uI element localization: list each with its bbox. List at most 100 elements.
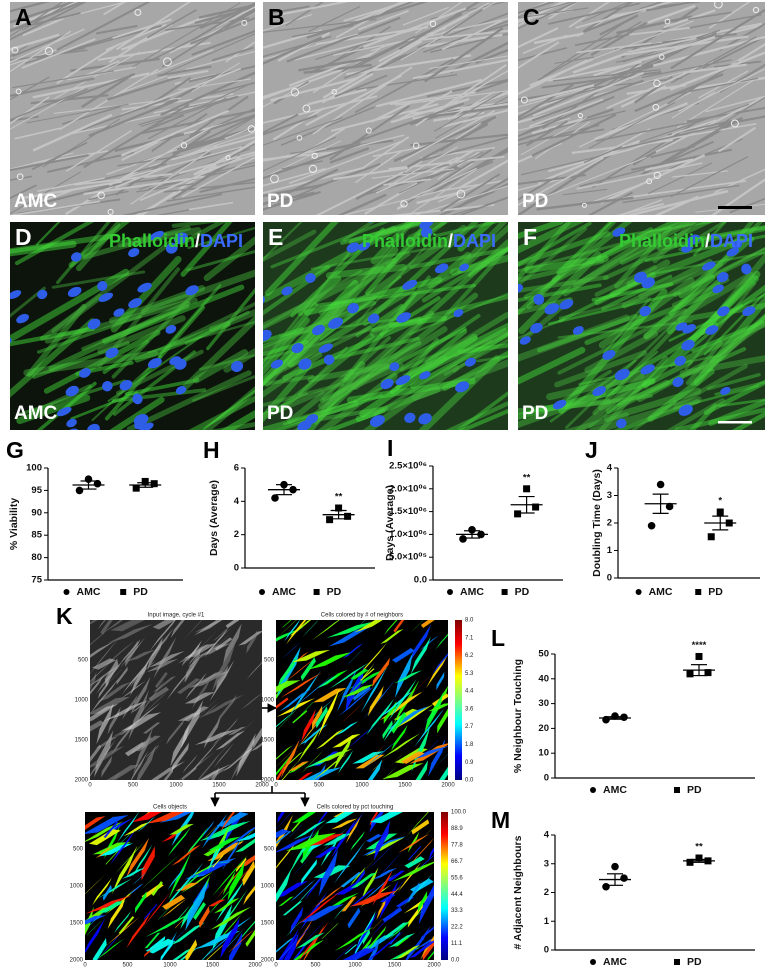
cell-segment [299,904,344,923]
cell-texture [88,190,129,201]
cell-segment [142,691,168,714]
actin-fiber [561,369,612,403]
actin-fiber [596,222,682,262]
segmentation-image [85,812,255,960]
cell-segment [428,703,448,712]
x-tick-label: 2000 [248,963,262,969]
actin-fiber [51,293,104,335]
data-point [602,882,610,891]
y-tick-label: 1.0×10⁰⁶ [389,529,427,540]
cell-texture [26,103,129,124]
cell-segment [130,750,149,780]
cell-texture [280,106,375,146]
cell-segment [439,766,448,780]
legend-label: AMC [77,586,101,598]
actin-fiber [35,222,61,246]
cell-segment [332,733,361,748]
cell-texture [354,151,402,184]
nucleus [165,325,177,334]
cell-texture [434,95,508,139]
cell-texture [166,186,255,202]
nucleus [16,313,29,324]
cell-texture [622,29,721,63]
actin-fiber [373,339,493,417]
cell-texture [215,6,255,28]
actin-fiber [557,308,687,375]
cell-segment [431,753,448,772]
cell-texture [410,133,508,147]
cell-texture [458,196,508,215]
x-tick-label: 1000 [163,963,177,969]
cell-segment [219,812,235,833]
cell-texture [149,36,198,62]
data-point [468,526,476,534]
nucleus [674,355,686,366]
cell-texture [10,33,60,51]
cell-segment [227,828,255,855]
cell-segment [134,891,147,914]
segmentation-image [90,620,262,780]
cell-segment [127,822,159,853]
cell-segment [85,895,132,915]
actin-fiber [467,246,508,278]
cell-segment [92,877,112,906]
actin-fiber [187,226,255,250]
cell-texture [553,69,661,82]
actin-fiber [616,347,747,407]
cell-texture [467,70,508,95]
cell-segment [361,867,379,900]
stain-name: Phalloidin [109,231,195,251]
cell-texture [128,146,243,178]
cell-segment [128,884,144,895]
cell-texture [654,195,699,215]
cell-texture [646,178,653,185]
actin-fiber [551,222,633,283]
actin-fiber [457,408,508,430]
actin-fiber [588,386,643,429]
cell-segment [222,905,235,917]
nucleus [434,263,449,274]
cell-segment [394,670,423,684]
cell-segment [300,656,316,681]
cell-segment [411,819,430,835]
cell-texture [314,141,361,154]
y-axis-label: # Adjacent Neighbours [512,835,524,949]
nucleus [518,283,523,293]
actin-fiber [10,240,77,257]
cell-texture [199,177,255,194]
actin-fiber [362,222,479,326]
actin-fiber [263,222,303,261]
actin-fiber [647,368,715,422]
cell-segment [167,827,191,857]
colorbar-label: 6.2 [465,653,474,659]
cell-segment [194,620,223,636]
actin-fiber [263,229,317,262]
cell-segment [276,739,305,767]
nucleus [741,263,752,275]
cell-texture [119,75,168,94]
actin-fiber [303,276,443,316]
cell-segment [90,663,110,682]
nucleus [305,273,316,283]
y-tick-label: 2000 [70,958,84,964]
cell-segment [334,840,366,884]
actin-fiber [518,222,585,254]
cell-texture [520,117,588,156]
cell-texture [188,95,249,138]
nucleus [418,413,432,425]
cell-segment [122,867,146,879]
actin-fiber [592,321,682,416]
colorbar [455,620,462,780]
cell-texture [185,50,255,71]
nucleus [113,308,125,317]
cell-segment [90,627,111,646]
cell-segment [317,674,339,689]
colorbar-label: 0.0 [451,958,460,964]
x-tick-label: 0 [274,963,278,969]
y-axis-label: Days (Average) [384,485,396,561]
nucleus [602,349,616,360]
actin-fiber [325,263,407,279]
actin-fiber [603,242,681,281]
nucleus [404,412,416,423]
actin-fiber [188,395,255,430]
